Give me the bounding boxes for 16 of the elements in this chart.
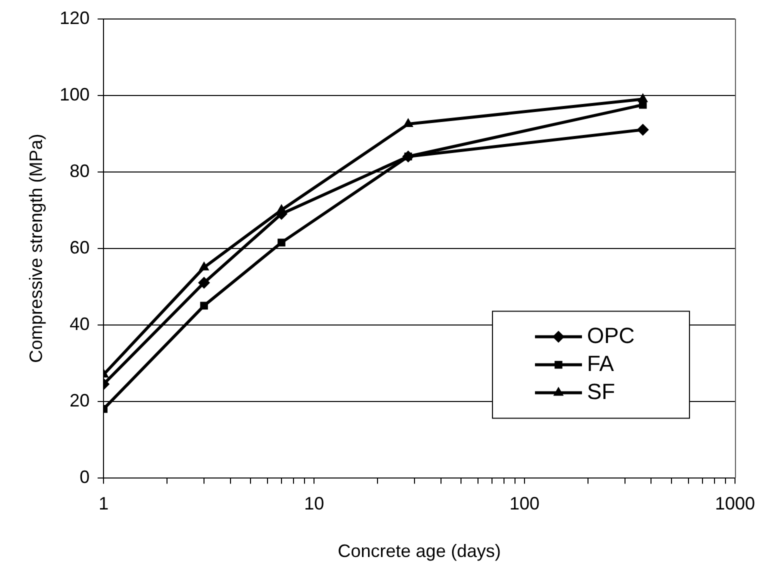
- x-tick-label: 1000: [714, 494, 755, 514]
- x-axis-title: Concrete age (days): [338, 541, 501, 562]
- y-tick-label: 100: [60, 84, 90, 104]
- legend-label: FA: [586, 350, 614, 376]
- y-tick-label: 40: [70, 314, 90, 334]
- x-tick-label: 1: [98, 494, 109, 514]
- legend-label: SF: [586, 378, 616, 404]
- y-tick-label: 0: [80, 466, 90, 487]
- x-tick-label: 10: [304, 494, 324, 514]
- y-axis-title: Compressive strength (MPa): [26, 134, 46, 363]
- y-tick-label: 60: [70, 237, 90, 258]
- y-tick-label: 80: [70, 160, 90, 181]
- y-tick-label: 120: [60, 8, 90, 28]
- y-tick-label: 20: [70, 390, 90, 410]
- x-tick-label: 100: [510, 494, 540, 514]
- legend-label: OPC: [586, 322, 635, 348]
